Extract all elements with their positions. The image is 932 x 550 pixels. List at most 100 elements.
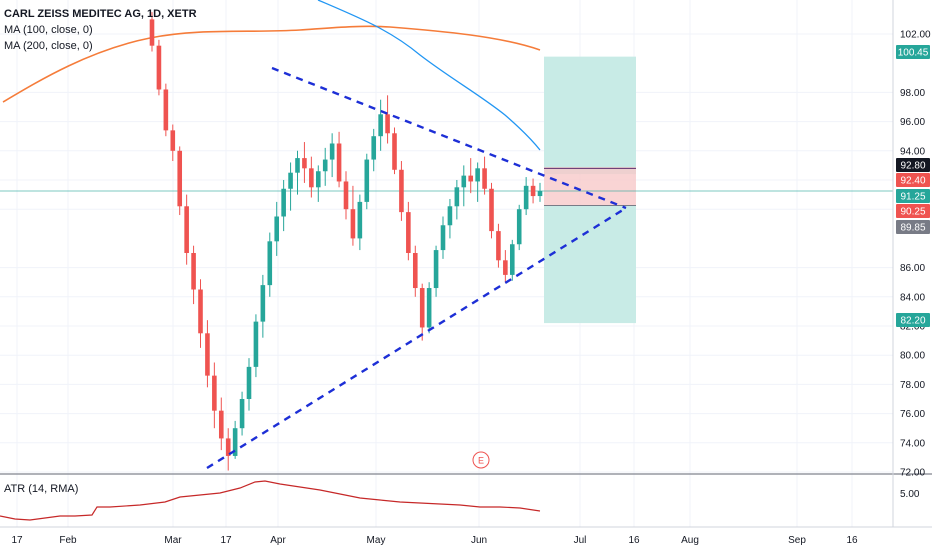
price-tag-label: 100.45: [898, 48, 929, 59]
moving-average-lines: [2, 0, 541, 151]
candle-body: [274, 216, 280, 242]
price-tag-bg: [896, 189, 930, 203]
price-tag-bg: [896, 313, 930, 327]
ma100-legend[interactable]: MA (100, close, 0): [4, 24, 93, 36]
price-tag-bg: [896, 220, 930, 234]
candle: [496, 223, 501, 268]
price-tick-label: 80.00: [900, 351, 925, 362]
candle: [177, 146, 183, 216]
price-tag-entry[interactable]: 92.40: [896, 173, 930, 187]
price-tick-label: 102.00: [900, 30, 931, 41]
ma200-line: [2, 25, 541, 103]
loss-zone: [544, 167, 636, 206]
time-tick-label: Feb: [59, 535, 77, 546]
candle-body: [496, 231, 501, 261]
candle-body: [253, 321, 259, 367]
candle: [232, 420, 238, 459]
candle-body: [225, 438, 231, 456]
candle: [198, 279, 203, 348]
atr-pane: [0, 473, 932, 521]
price-tag-target[interactable]: 100.45: [896, 45, 930, 59]
candle-body: [530, 185, 536, 197]
candle-body: [412, 253, 418, 289]
earnings-marker[interactable]: E: [472, 451, 490, 469]
candle: [378, 99, 383, 151]
candle-body: [302, 158, 307, 169]
candle-body: [322, 159, 328, 172]
symbol-title[interactable]: CARL ZEISS MEDITEC AG, 1D, XETR: [4, 8, 197, 20]
candle: [461, 165, 467, 207]
candle: [509, 239, 515, 281]
candle: [343, 171, 349, 220]
candle-body: [371, 136, 377, 160]
candle: [295, 150, 300, 195]
candle: [253, 314, 259, 378]
price-tag-bg: [896, 204, 930, 218]
time-tick-label: Sep: [788, 535, 806, 546]
candle: [440, 216, 446, 259]
price-tag-last[interactable]: 91.25: [896, 189, 930, 203]
candle: [170, 124, 176, 162]
candle-body: [232, 428, 238, 456]
candle-body: [309, 168, 314, 188]
candle: [371, 128, 377, 172]
candle: [419, 283, 425, 341]
candle-body: [482, 168, 487, 189]
price-tag-gray[interactable]: 89.85: [896, 220, 930, 234]
candle: [302, 142, 307, 183]
candle: [447, 198, 453, 239]
price-tag-stop[interactable]: 90.25: [896, 204, 930, 218]
price-tick-label: 72.00: [900, 468, 925, 479]
price-tick-label: 96.00: [900, 117, 925, 128]
candle-body: [198, 289, 203, 334]
atr-legend[interactable]: ATR (14, RMA): [4, 483, 79, 495]
price-tag-bg: [896, 45, 930, 59]
candle: [489, 182, 494, 239]
candle: [322, 147, 328, 186]
candle-body: [433, 250, 439, 289]
candle-body: [163, 89, 169, 131]
profit-zone: [544, 56, 636, 175]
upper-trendline: [271, 66, 627, 210]
candle: [267, 232, 273, 297]
candle: [225, 428, 231, 471]
candle: [364, 153, 370, 210]
price-tag-bg: [896, 158, 930, 172]
candle-body: [295, 158, 300, 173]
candle: [406, 201, 411, 261]
candle: [218, 397, 224, 451]
price-tick-label: 86.00: [900, 263, 925, 274]
candle: [309, 156, 314, 198]
candle-body: [170, 130, 176, 151]
candle: [315, 165, 321, 202]
time-tick-label: May: [367, 535, 386, 546]
candle: [212, 362, 217, 429]
price-tag-label: 89.85: [900, 223, 925, 234]
lower-trendline: [206, 206, 627, 470]
price-tick-label: 98.00: [900, 88, 925, 99]
candle: [516, 204, 522, 251]
ma200-legend[interactable]: MA (200, close, 0): [4, 40, 93, 52]
price-tag-bg: [896, 173, 930, 187]
candle: [468, 158, 474, 194]
candle: [482, 156, 487, 195]
candle-body: [440, 225, 446, 251]
candle-body: [503, 260, 508, 275]
time-tick-label: 17: [220, 535, 232, 546]
candle-body: [426, 288, 432, 328]
price-tags: 100.45 92.80 92.40 91.25 90.25 89.85 82.20: [896, 45, 930, 327]
candle: [288, 162, 293, 211]
candle: [239, 391, 245, 436]
candle-body: [329, 143, 335, 160]
candle: [329, 133, 335, 178]
price-tick-label: 78.00: [900, 380, 925, 391]
candle-body: [419, 288, 425, 328]
candle: [523, 177, 529, 216]
atr-line: [0, 480, 541, 521]
time-tick-label: 17: [11, 535, 23, 546]
candle: [163, 83, 169, 137]
price-tag-target[interactable]: 82.20: [896, 313, 930, 327]
candle: [530, 178, 536, 204]
price-tag-dark[interactable]: 92.80: [896, 158, 930, 172]
